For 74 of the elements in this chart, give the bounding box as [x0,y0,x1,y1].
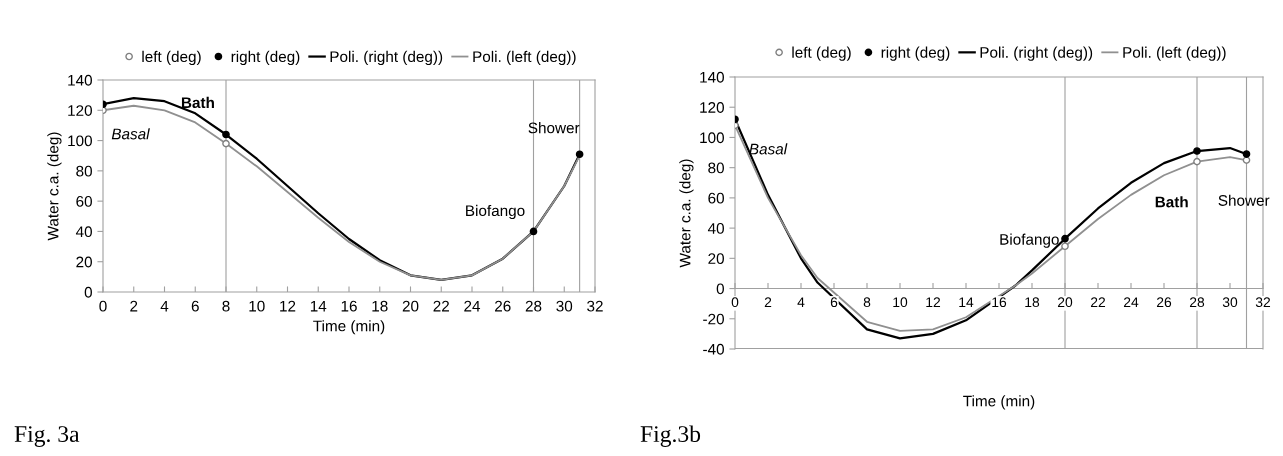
y-tick-label: 100 [700,132,724,144]
x-tick-label: 6 [191,300,199,312]
y-tick-label: 120 [700,102,724,113]
y-tick-label: 20 [76,256,92,268]
x-tick-label: 18 [1025,297,1040,308]
x-tick-label: 22 [1090,297,1106,307]
annotation: Shower [528,122,580,134]
x-tick-label: 10 [249,300,265,312]
x-tick-label: 20 [402,300,419,312]
y-axis-title: Water c.a. (deg) [679,159,694,268]
y-tick-label: 40 [707,222,724,234]
y-tick-label: 120 [68,105,92,116]
y-tick-label: 60 [76,196,92,207]
y-tick-label: 0 [84,286,92,298]
legend-label: Poli. (right (deg)) [980,46,1093,61]
legend-label: Poli. (right (deg)) [330,50,443,66]
legend-label: right (deg) [881,46,950,61]
x-tick-label: 8 [863,297,871,308]
y-tick-label: 0 [716,283,724,295]
x-tick-label: 32 [1255,297,1271,308]
x-tick-label: 22 [433,300,449,312]
legend-label: Poli. (left (deg)) [1123,46,1226,61]
x-tick-label: 30 [1222,297,1238,308]
x-tick-label: 28 [525,300,542,312]
x-tick-label: 4 [797,297,805,307]
y-tick-label: 80 [76,165,92,177]
x-tick-label: 4 [160,300,169,312]
text: Fig.3b [640,425,701,447]
x-tick-label: 2 [130,300,138,312]
x-tick-label: 18 [372,300,388,312]
y-tick-label: 100 [68,135,92,147]
x-tick-label: 26 [495,300,511,312]
x-tick-label: 16 [341,300,357,312]
x-tick-label: 8 [222,300,230,312]
annotation: Basal [111,128,150,140]
x-tick-label: 12 [280,300,296,312]
legend-label: left (deg) [792,46,851,61]
annotation: Biofango [1000,233,1059,248]
x-tick-label: 20 [1057,297,1073,308]
legend-label: left (deg) [142,50,201,66]
x-tick-label: 28 [1189,297,1205,308]
x-tick-label: 2 [764,297,772,307]
x-tick-label: 30 [556,300,573,312]
y-tick-label: -40 [703,343,724,355]
x-tick-label: 0 [99,300,107,312]
x-tick-label: 24 [1123,297,1139,307]
y-tick-label: 20 [708,253,724,265]
annotation: Basal [749,143,788,155]
legend-label: right (deg) [231,50,300,66]
annotation: Shower [1218,194,1270,206]
y-tick-label: 80 [708,162,724,174]
x-tick-label: 26 [1156,297,1172,308]
x-tick-label: 24 [464,300,481,312]
x-tick-label: 12 [926,297,941,307]
x-tick-label: 0 [731,297,739,308]
x-tick-label: 16 [992,297,1007,308]
x-axis-title: Time (min) [313,320,385,335]
x-tick-label: 14 [310,300,327,312]
text: Fig. 3a [14,426,80,447]
y-tick-label: 140 [700,71,724,83]
x-tick-label: 10 [893,297,908,308]
x-tick-label: 14 [959,297,974,307]
x-tick-label: 6 [830,297,838,308]
annotation: Bath [1155,196,1188,208]
y-tick-label: 140 [68,74,92,86]
y-tick-label: 40 [75,226,92,238]
y-axis-title: Water c.a. (deg) [47,132,62,241]
x-axis-title: Time (min) [963,395,1035,410]
x-tick-label: 32 [587,300,603,312]
y-tick-label: -20 [703,313,724,325]
annotation: Bath [181,96,214,109]
legend-label: Poli. (left (deg)) [473,50,576,66]
y-tick-label: 60 [708,192,724,204]
annotation: Biofango [466,204,525,220]
